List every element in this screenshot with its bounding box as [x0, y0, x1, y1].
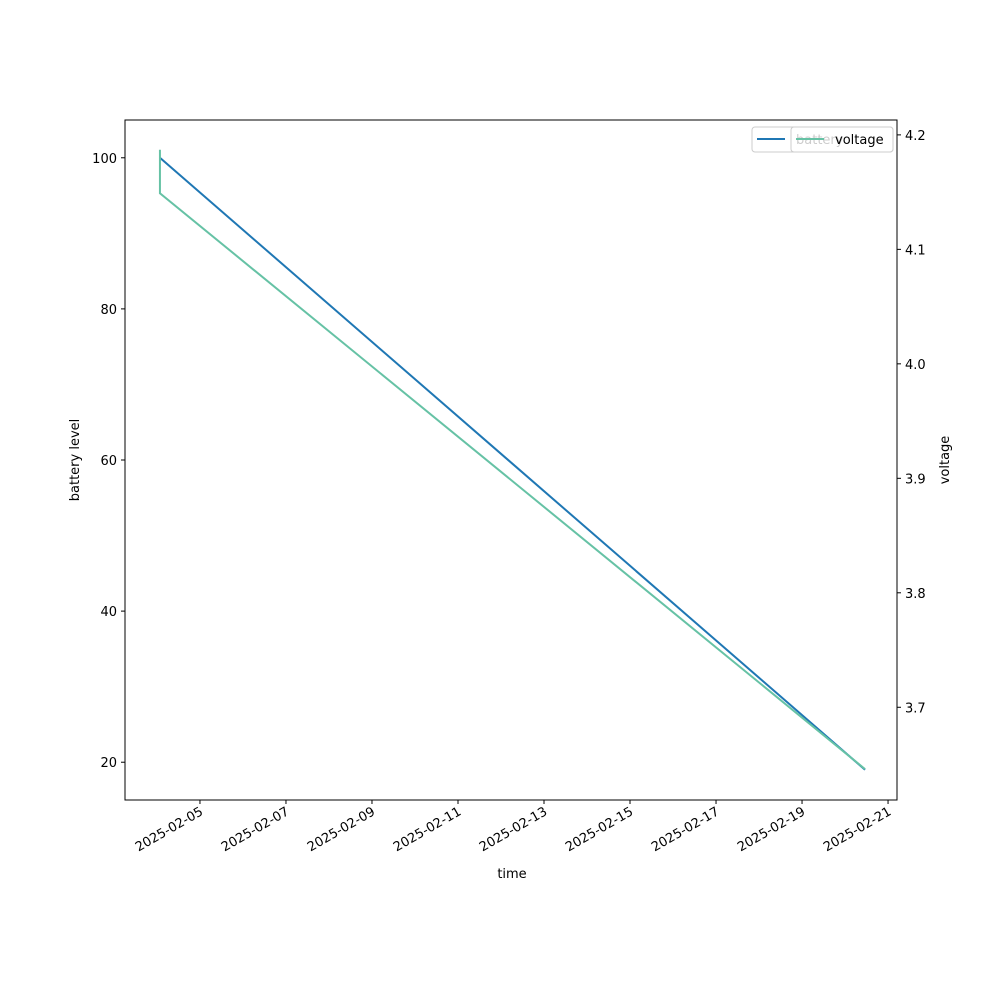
y2-tick-label: 3.9 — [905, 472, 926, 487]
x-tick-label: 2025-02-05 — [133, 804, 206, 855]
y-tick-label: 100 — [92, 152, 117, 167]
y2-tick-label: 3.7 — [905, 701, 926, 716]
legend-label: voltage — [835, 133, 884, 148]
x-tick-label: 2025-02-19 — [735, 804, 808, 855]
x-tick-label: 2025-02-07 — [219, 804, 292, 855]
y2-tick-label: 4.1 — [905, 243, 926, 258]
x-tick-label: 2025-02-21 — [821, 804, 894, 855]
x-tick-label: 2025-02-11 — [391, 804, 464, 855]
legend-box — [790, 126, 894, 153]
x-tick-label: 2025-02-13 — [477, 804, 550, 855]
y2-axis-label: voltage — [938, 436, 953, 485]
y-tick-label: 60 — [100, 454, 117, 469]
y-tick-label: 20 — [100, 756, 117, 771]
y-tick-label: 40 — [100, 605, 117, 620]
series-line — [158, 149, 866, 770]
y2-tick-label: 3.8 — [905, 587, 926, 602]
x-tick-label: 2025-02-15 — [563, 804, 636, 855]
legend: voltage — [790, 126, 894, 153]
x-tick-label: 2025-02-09 — [305, 804, 378, 855]
y-axis-label: battery level — [68, 419, 83, 502]
y-tick-label: 80 — [100, 303, 117, 318]
y2-tick-label: 4.2 — [905, 129, 926, 144]
x-axis-label: time — [497, 867, 526, 882]
series-line — [159, 157, 866, 771]
x-tick-label: 2025-02-17 — [649, 804, 722, 855]
y2-tick-label: 4.0 — [905, 358, 926, 373]
